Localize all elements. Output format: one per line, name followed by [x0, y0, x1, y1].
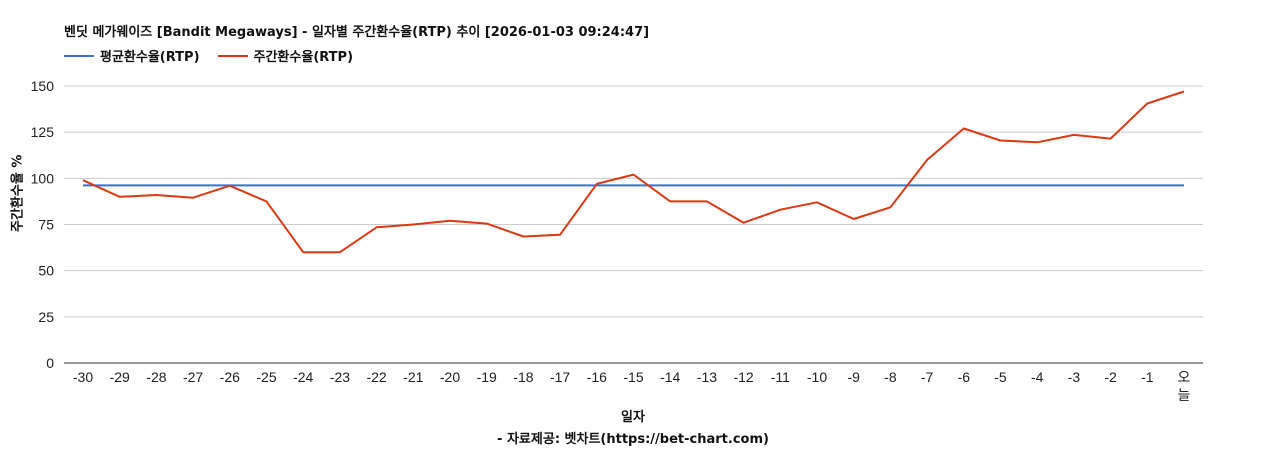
y-tick-label: 25 [38, 309, 54, 325]
y-axis-ticks: 0 25 50 75 100 125 150 [31, 78, 55, 371]
y-tick-label: 50 [38, 263, 54, 279]
gridlines [64, 85, 1203, 364]
x-tick-label: -24 [293, 369, 313, 385]
x-tick-label: -6 [958, 369, 971, 385]
legend-swatch-average [64, 54, 94, 57]
chart-title: 벤딧 메가웨이즈 [Bandit Megaways] - 일자별 주간환수율(R… [64, 25, 650, 40]
x-tick-label: -13 [697, 369, 717, 385]
x-tick-label: -14 [660, 369, 680, 385]
x-tick-label: -28 [146, 369, 166, 385]
y-tick-label: 75 [38, 217, 54, 233]
x-tick-label: -18 [513, 369, 533, 385]
x-tick-label: -23 [330, 369, 350, 385]
legend: 평균환수율(RTP) 주간환수율(RTP) [64, 46, 353, 65]
x-axis-title: 일자 [621, 410, 645, 425]
legend-item-weekly[interactable]: 주간환수율(RTP) [217, 46, 354, 65]
x-tick-label: -4 [1031, 369, 1044, 385]
x-tick-label: -12 [733, 369, 753, 385]
x-tick-label: -27 [183, 369, 203, 385]
x-tick-label: -8 [884, 369, 897, 385]
x-tick-label: -5 [994, 369, 1007, 385]
x-tick-label: -11 [771, 369, 790, 385]
y-tick-label: 125 [31, 124, 55, 140]
x-tick-label: -21 [403, 369, 423, 385]
x-tick-label: -7 [921, 369, 934, 385]
legend-label-weekly: 주간환수율(RTP) [253, 50, 354, 65]
y-tick-label: 150 [31, 78, 55, 94]
x-tick-label: -22 [366, 369, 386, 385]
y-tick-label: 0 [46, 355, 54, 371]
x-tick-label: -15 [623, 369, 643, 385]
x-tick-label: -26 [220, 369, 240, 385]
x-axis-ticks: -30 -29 -28 -27 -26 -25 -24 -23 -22 -21 -20 -19 -18 -… [73, 369, 1191, 403]
x-tick-label: -16 [587, 369, 607, 385]
x-tick-label: -1 [1141, 369, 1154, 385]
y-tick-label: 100 [31, 170, 55, 186]
series-lines [82, 90, 1185, 254]
x-tick-label: -2 [1104, 369, 1117, 385]
x-tick-label: -19 [477, 369, 497, 385]
legend-item-average[interactable]: 평균환수율(RTP) [64, 46, 200, 65]
legend-label-average: 평균환수율(RTP) [100, 50, 200, 65]
x-tick-label: -17 [550, 369, 570, 385]
x-tick-label: -10 [807, 369, 827, 385]
x-tick-label: -3 [1068, 369, 1081, 385]
x-tick-label: -29 [110, 369, 130, 385]
x-tick-label: -9 [847, 369, 860, 385]
legend-swatch-weekly [217, 54, 248, 57]
data-source-footer: - 자료제공: 벳차트(https://bet-chart.com) [497, 432, 769, 447]
x-tick-label: -30 [73, 369, 93, 385]
x-tick-label: -20 [440, 369, 460, 385]
weekly-rtp-line[interactable] [82, 90, 1185, 254]
x-tick-label: -25 [256, 369, 276, 385]
